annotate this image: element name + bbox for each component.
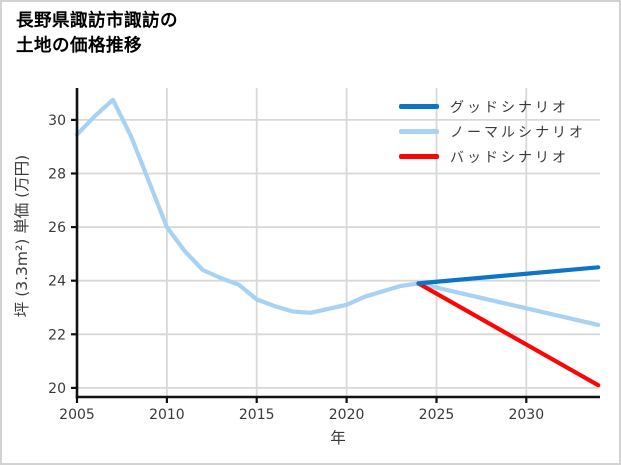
x-tick-label: 2010	[149, 407, 185, 423]
chart-title-line2: 土地の価格推移	[16, 36, 142, 56]
x-axis-label: 年	[330, 429, 346, 447]
x-tick-label: 2020	[329, 407, 365, 423]
y-tick-label: 30	[48, 113, 66, 129]
chart-title: 長野県諏訪市諏訪の 土地の価格推移	[16, 9, 178, 59]
legend-label: グッドシナリオ	[450, 99, 569, 116]
series-line-0	[416, 265, 601, 286]
chart-plot-area: 2005 2010 2015 2020 2025 2030 20 22 24 26 28 30	[48, 88, 601, 423]
series-line-2	[416, 281, 601, 388]
x-tick-label: 2030	[508, 407, 544, 423]
y-tick-label: 24	[48, 274, 66, 290]
x-tick-label: 2005	[59, 407, 95, 423]
legend-label: ノーマルシナリオ	[450, 124, 586, 141]
series-line-1	[74, 97, 601, 327]
normal-scenario-line-swatch	[399, 129, 439, 134]
legend-item-good-scenario: グッドシナリオ	[399, 94, 586, 119]
legend-label: バッドシナリオ	[450, 149, 569, 166]
chart-title-line1: 長野県諏訪市諏訪の	[16, 11, 178, 31]
x-tick-label: 2015	[239, 407, 275, 423]
legend-item-bad-scenario: バッドシナリオ	[399, 144, 586, 169]
bad-scenario-line-swatch	[399, 154, 439, 159]
good-scenario-line-swatch	[399, 104, 439, 109]
legend-item-normal-scenario: ノーマルシナリオ	[399, 119, 586, 144]
y-tick-label: 22	[48, 327, 66, 343]
chart-legend: グッドシナリオ ノーマルシナリオ バッドシナリオ	[399, 94, 586, 169]
y-tick-label: 20	[48, 381, 66, 397]
y-axis-label: 坪 (3.3m²) 単価 (万円)	[13, 155, 31, 317]
y-tick-label: 26	[48, 220, 66, 236]
x-tick-label: 2025	[419, 407, 455, 423]
y-tick-label: 28	[48, 167, 66, 183]
